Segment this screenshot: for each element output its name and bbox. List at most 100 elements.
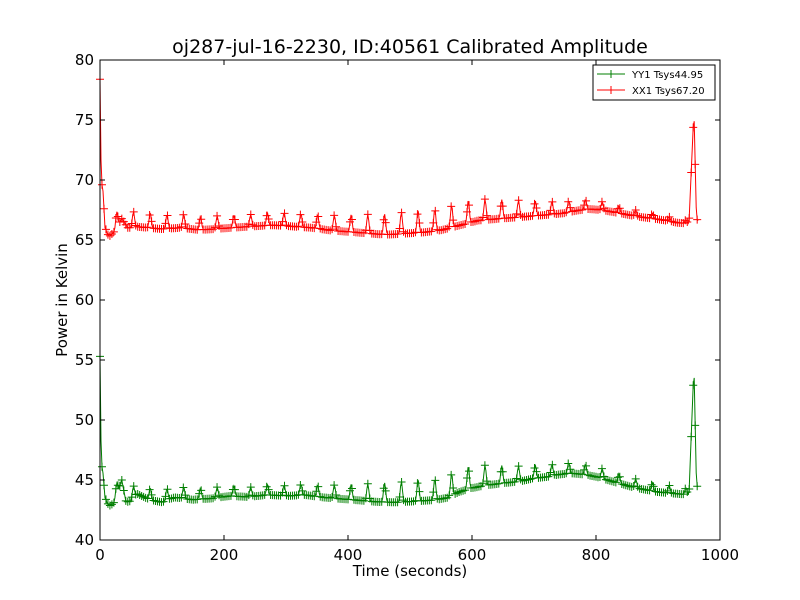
data-point-xx1 — [649, 211, 658, 220]
legend-text-yy1: YY1 Tsys44.95 — [631, 70, 703, 81]
data-point-xx1 — [685, 214, 694, 223]
data-point-yy1 — [298, 486, 307, 495]
data-point-yy1 — [526, 475, 535, 484]
data-point-xx1 — [564, 197, 573, 206]
data-point-yy1 — [463, 474, 472, 483]
data-point-xx1 — [113, 212, 122, 221]
data-point-xx1 — [459, 220, 468, 229]
data-point-yy1 — [363, 479, 372, 488]
data-point-yy1 — [528, 474, 537, 483]
data-point-yy1 — [510, 477, 519, 486]
data-point-xx1 — [413, 210, 422, 219]
data-point-yy1 — [101, 495, 110, 504]
data-point-yy1 — [330, 481, 339, 490]
data-point-xx1 — [262, 211, 271, 220]
data-point-yy1 — [548, 460, 557, 469]
data-point-yy1 — [685, 485, 694, 494]
data-point-xx1 — [395, 224, 404, 233]
tick-layer: 0 200 400 600 800 1000 40 45 50 55 60 65 70 75 80 — [75, 51, 739, 564]
data-point-yy1 — [159, 497, 168, 506]
data-point-yy1 — [447, 470, 456, 479]
data-point-xx1 — [181, 219, 190, 228]
data-point-yy1 — [415, 487, 424, 496]
data-point-yy1 — [147, 490, 156, 499]
data-point-xx1 — [175, 223, 184, 232]
x-tick-label: 1000 — [701, 546, 739, 564]
y-axis-label: Power in Kelvin — [53, 243, 71, 357]
data-point-xx1 — [661, 216, 670, 225]
data-point-xx1 — [562, 208, 571, 217]
data-point-xx1 — [129, 207, 138, 216]
data-point-yy1 — [381, 486, 390, 495]
data-point-xx1 — [629, 210, 638, 219]
data-point-yy1 — [601, 475, 610, 484]
data-point-xx1 — [429, 218, 438, 227]
legend-text-xx1: XX1 Tsys67.20 — [632, 86, 705, 97]
data-point-xx1 — [667, 217, 676, 226]
data-point-xx1 — [105, 231, 114, 240]
data-point-xx1 — [381, 218, 390, 227]
data-point-xx1 — [296, 210, 305, 219]
y-tick-label: 40 — [75, 531, 94, 549]
data-point-yy1 — [117, 476, 126, 485]
data-point-yy1 — [603, 476, 612, 485]
data-point-yy1 — [667, 488, 676, 497]
x-tick-label: 200 — [210, 546, 239, 564]
data-point-yy1 — [129, 482, 138, 491]
data-point-yy1 — [397, 477, 406, 486]
data-point-yy1 — [145, 485, 154, 494]
data-point-xx1 — [397, 208, 406, 217]
data-point-xx1 — [399, 227, 408, 236]
data-point-yy1 — [607, 477, 616, 486]
legend-marker-yy1 — [607, 70, 615, 78]
data-point-yy1 — [482, 477, 491, 486]
data-point-xx1 — [230, 215, 239, 224]
plot-frame — [99, 59, 721, 541]
data-point-xx1 — [560, 209, 569, 218]
data-point-yy1 — [580, 465, 589, 474]
data-point-yy1 — [619, 480, 628, 489]
data-point-yy1 — [689, 381, 698, 390]
data-point-xx1 — [465, 201, 474, 210]
data-point-yy1 — [328, 492, 337, 501]
data-point-yy1 — [455, 488, 464, 497]
data-point-xx1 — [437, 226, 446, 235]
data-point-xx1 — [211, 223, 220, 232]
data-point-yy1 — [613, 473, 622, 482]
data-point-yy1 — [209, 494, 218, 503]
data-point-xx1 — [330, 211, 339, 220]
data-point-xx1 — [498, 202, 507, 211]
data-point-xx1 — [316, 224, 325, 233]
data-point-xx1 — [595, 205, 604, 214]
data-point-xx1 — [197, 215, 206, 224]
data-point-xx1 — [282, 221, 291, 230]
data-point-yy1 — [631, 474, 640, 483]
data-point-yy1 — [649, 482, 658, 491]
data-point-yy1 — [399, 496, 408, 505]
data-point-yy1 — [693, 482, 702, 491]
data-point-yy1 — [633, 482, 642, 491]
data-point-yy1 — [465, 467, 474, 476]
data-point-xx1 — [482, 211, 491, 220]
data-point-xx1 — [693, 215, 702, 224]
data-point-xx1 — [363, 210, 372, 219]
data-point-yy1 — [296, 480, 305, 489]
data-point-yy1 — [530, 464, 539, 473]
data-point-xx1 — [161, 219, 170, 228]
data-point-xx1 — [427, 227, 436, 236]
data-point-xx1 — [530, 199, 539, 208]
data-point-yy1 — [687, 432, 696, 441]
data-point-yy1 — [326, 494, 335, 503]
data-point-yy1 — [115, 481, 124, 490]
data-point-yy1 — [135, 491, 144, 499]
data-point-xx1 — [582, 196, 591, 205]
data-point-yy1 — [461, 486, 470, 495]
data-point-yy1 — [314, 482, 323, 491]
data-point-yy1 — [617, 479, 626, 488]
data-point-xx1 — [278, 217, 287, 226]
data-point-yy1 — [280, 481, 289, 490]
data-point-xx1 — [611, 208, 620, 217]
data-point-xx1 — [580, 201, 589, 210]
data-point-xx1 — [633, 211, 642, 220]
